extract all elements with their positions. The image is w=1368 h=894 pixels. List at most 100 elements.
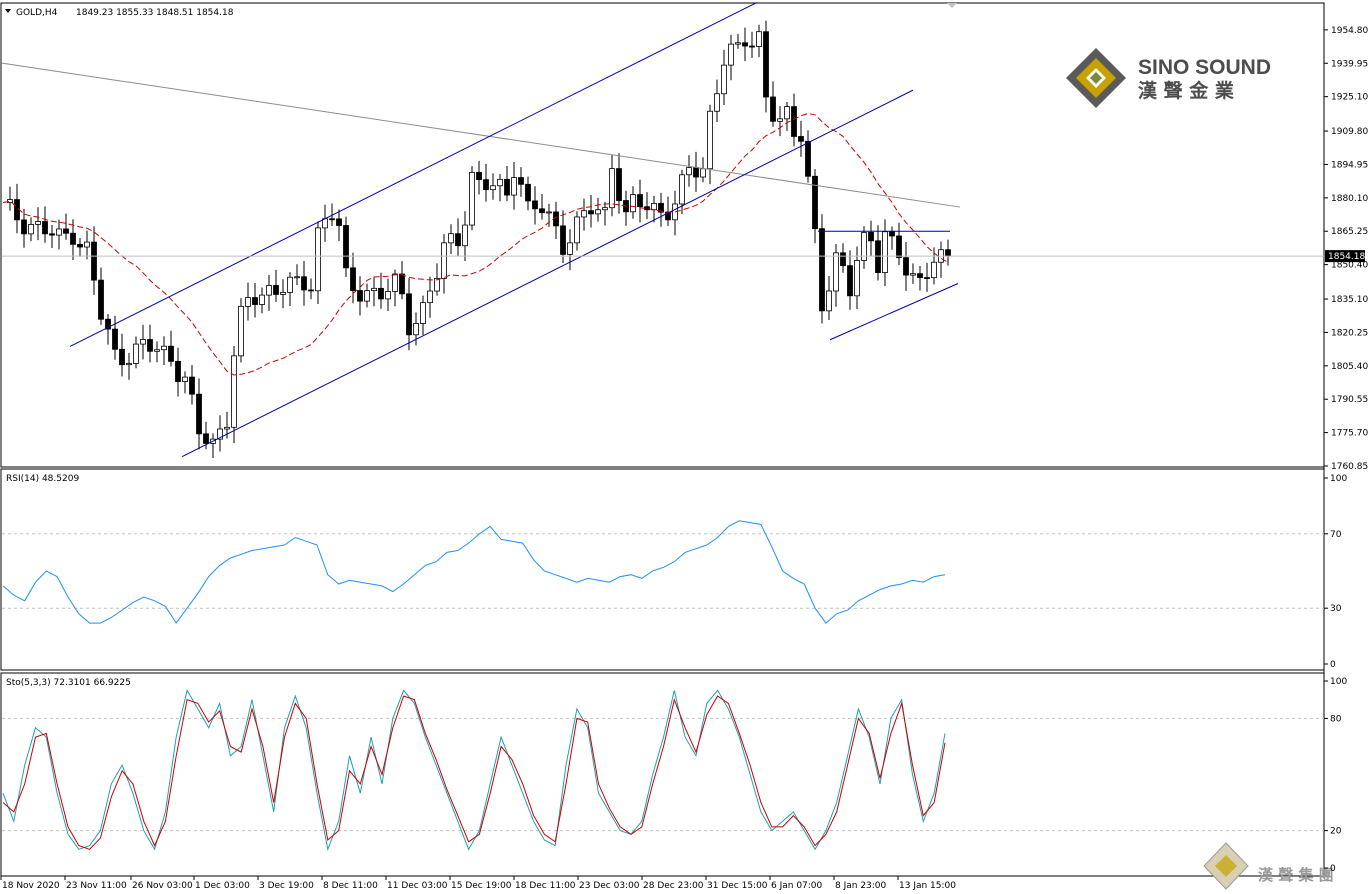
bull-candle (630, 194, 636, 213)
bull-candle (56, 228, 62, 236)
bear-candle (343, 225, 349, 269)
bear-candle (70, 232, 76, 245)
bear-candle (812, 175, 818, 230)
bull-candle (392, 273, 398, 292)
price-axis-label: 1835.10 (1331, 295, 1368, 305)
bear-candle (301, 276, 307, 291)
bull-candle (371, 287, 377, 292)
sto-panel[interactable] (0, 672, 1325, 877)
bear-candle (119, 348, 125, 366)
bear-candle (805, 140, 811, 177)
bull-candle (182, 376, 188, 382)
sto-signal-line (2, 695, 946, 850)
price-axis-label: 1805.40 (1331, 362, 1368, 372)
price-axis-label: 1925.10 (1331, 93, 1368, 103)
oscillator-axis-label: 100 (1330, 474, 1347, 484)
current-price-badge (1325, 250, 1365, 263)
bear-candle (798, 136, 804, 142)
time-axis-label: 26 Nov 03:00 (132, 881, 193, 891)
price-axis-label: 1894.95 (1331, 160, 1368, 170)
bull-candle (84, 241, 90, 248)
bear-candle (112, 328, 118, 350)
bear-candle (476, 171, 482, 181)
bull-candle (126, 363, 132, 366)
bear-candle (175, 360, 181, 382)
time-axis-label: 3 Dec 19:00 (259, 881, 314, 891)
bull-candle (7, 199, 13, 203)
bull-candle (707, 110, 713, 170)
bull-candle (602, 207, 608, 211)
bull-candle (721, 64, 727, 95)
oscillator-axis-label: 0 (1330, 864, 1336, 874)
bear-candle (98, 279, 104, 320)
bear-candle (637, 194, 643, 208)
bull-candle (728, 43, 734, 66)
bear-candle (875, 240, 881, 273)
chart-shift-marker-icon[interactable] (947, 3, 957, 8)
bull-candle (434, 278, 440, 292)
symbol-label: GOLD,H4 (16, 8, 58, 18)
bull-candle (28, 224, 34, 235)
oscillator-axis-label: 70 (1330, 530, 1342, 540)
bull-candle (833, 252, 839, 292)
bear-candle (168, 345, 174, 362)
price-axis-label: 1850.40 (1331, 261, 1368, 271)
time-axis-label: 11 Dec 03:00 (387, 881, 448, 891)
time-axis-label: 18 Dec 11:00 (515, 881, 576, 891)
bear-candle (196, 393, 202, 435)
bull-candle (154, 349, 160, 352)
time-axis-label: 23 Dec 03:00 (579, 881, 640, 891)
time-axis-label: 23 Nov 11:00 (66, 881, 127, 891)
bull-candle (651, 203, 657, 211)
sto-main-line (2, 689, 946, 852)
bull-candle (756, 31, 762, 47)
bear-candle (693, 167, 699, 178)
channel-lower-line (181, 89, 914, 458)
bull-candle (861, 232, 867, 261)
bull-candle (462, 224, 468, 247)
price-axis-label: 1909.80 (1331, 127, 1368, 137)
bull-candle (714, 93, 720, 112)
bear-candle (42, 221, 48, 235)
bear-candle (21, 219, 27, 235)
bear-candle (378, 287, 384, 300)
bull-candle (224, 426, 230, 430)
channel-upper-line (69, 1, 758, 347)
bear-candle (532, 200, 538, 210)
bull-candle (364, 290, 370, 302)
bull-candle (245, 297, 251, 307)
support-line (829, 283, 959, 341)
bear-candle (357, 290, 363, 302)
bull-candle (567, 242, 573, 255)
watermark-logo: 漢 聲 集 團 (1203, 842, 1334, 890)
time-axis-label: 8 Jan 23:00 (835, 881, 887, 891)
bull-candle (217, 428, 223, 440)
bear-candle (847, 265, 853, 297)
price-axis-label: 1880.10 (1331, 194, 1368, 204)
bear-candle (147, 339, 153, 352)
bull-candle (413, 323, 419, 336)
bear-candle (539, 208, 545, 214)
watermark-text: 漢 聲 集 團 (1258, 866, 1334, 884)
bear-candle (455, 233, 461, 247)
bull-candle (287, 276, 293, 293)
bear-candle (658, 203, 664, 213)
brand-name-zh: 漢 聲 金 業 (1138, 79, 1235, 102)
symbol-menu-icon[interactable] (5, 9, 11, 13)
bear-candle (77, 243, 83, 248)
time-axis-label: 31 Dec 15:00 (707, 881, 768, 891)
bull-candle (910, 273, 916, 276)
time-axis-label: 1 Dec 03:00 (195, 881, 250, 891)
bear-candle (49, 233, 55, 236)
oscillator-axis-label: 30 (1330, 604, 1342, 614)
bear-candle (819, 228, 825, 312)
bull-candle (854, 260, 860, 297)
bear-candle (105, 318, 111, 330)
time-axis-label: 15 Dec 19:00 (451, 881, 512, 891)
time-axis-label: 18 Nov 2020 (2, 881, 60, 891)
bear-candle (616, 168, 622, 201)
sto-title: Sto(5,3,3) 72.3101 66.9225 (6, 678, 131, 688)
bull-candle (882, 231, 888, 273)
rsi-panel[interactable] (0, 468, 1325, 671)
